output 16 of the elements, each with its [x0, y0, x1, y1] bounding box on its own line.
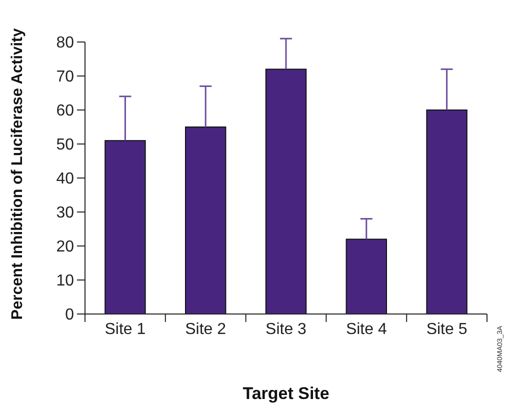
y-tick-label: 0: [65, 306, 74, 324]
y-tick-label: 50: [56, 136, 74, 154]
x-axis-title: Target Site: [242, 384, 330, 403]
y-tick-label: 70: [56, 68, 74, 86]
y-tick-label: 60: [56, 102, 74, 120]
x-tick-label: Site 5: [426, 321, 468, 338]
x-tick-label: Site 1: [104, 321, 146, 338]
y-axis-title: Percent Inhibition of Luciferase Activity: [9, 28, 26, 320]
x-tick-label: Site 2: [185, 321, 226, 338]
y-tick-label: 20: [56, 238, 74, 256]
y-tick-label: 10: [56, 272, 74, 290]
x-tick-label: Site 4: [346, 321, 387, 338]
x-tick-label: Site 3: [266, 321, 307, 338]
y-tick-label: 30: [56, 204, 74, 222]
y-tick-label: 40: [56, 170, 74, 188]
y-tick-label: 80: [56, 34, 74, 52]
